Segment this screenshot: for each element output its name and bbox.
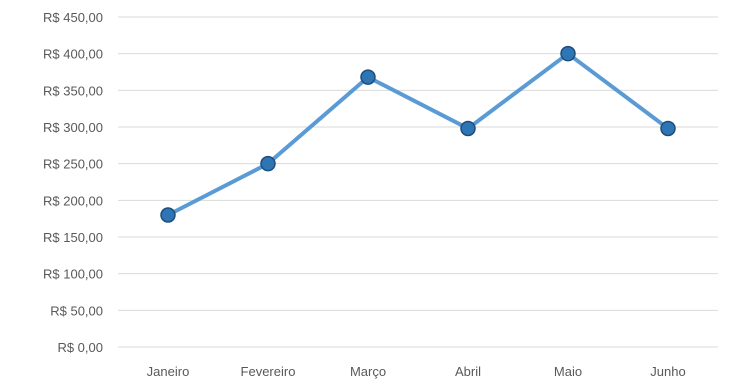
data-point-janeiro xyxy=(160,207,176,223)
y-tick-label: R$ 100,00 xyxy=(43,267,103,282)
y-tick-label: R$ 300,00 xyxy=(43,120,103,135)
x-tick-label: Janeiro xyxy=(147,364,190,379)
data-point-abril xyxy=(460,120,476,137)
x-tick-label: Abril xyxy=(455,364,481,379)
grid-lines xyxy=(118,16,718,348)
y-axis-tick-labels: R$ 0,00 R$ 50,00 R$ 100,00 R$ 150,00 R$ 200,… xyxy=(43,10,103,355)
series-line xyxy=(166,51,670,217)
series-group xyxy=(160,45,676,223)
x-tick-label: Junho xyxy=(650,364,685,379)
y-tick-label: R$ 400,00 xyxy=(43,47,103,62)
data-point-junho xyxy=(660,120,676,137)
x-tick-label: Maio xyxy=(554,364,582,379)
x-tick-label: Março xyxy=(350,364,386,379)
y-tick-label: R$ 200,00 xyxy=(43,193,103,208)
y-tick-label: R$ 450,00 xyxy=(43,10,103,25)
x-axis-tick-labels: Janeiro Fevereiro Março Abril Maio Junho xyxy=(147,364,686,379)
x-tick-label: Fevereiro xyxy=(241,364,296,379)
data-point-maio xyxy=(560,45,576,62)
data-point-fevereiro xyxy=(260,155,276,172)
data-point-março xyxy=(360,69,376,85)
y-tick-label: R$ 150,00 xyxy=(43,230,103,245)
y-tick-label: R$ 50,00 xyxy=(50,303,103,318)
y-tick-label: R$ 250,00 xyxy=(43,157,103,172)
y-tick-label: R$ 0,00 xyxy=(57,340,103,355)
y-tick-label: R$ 350,00 xyxy=(43,83,103,98)
